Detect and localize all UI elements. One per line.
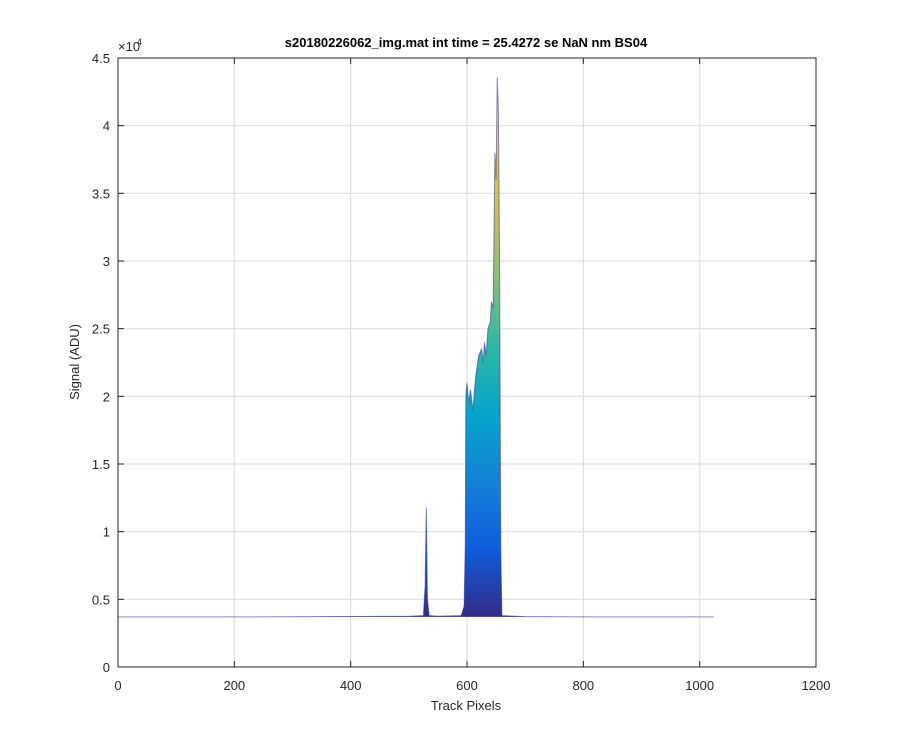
y-tick-label: 0: [103, 660, 110, 675]
y-tick-label: 2: [103, 389, 110, 404]
y-axis-label: Signal (ADU): [67, 324, 82, 400]
plot-area: 0 200 400 600 800 1000 1200 0 0.5 1 1.5 2 2.5 3 3.5 4 4…: [92, 51, 831, 693]
x-tick-label: 0: [114, 678, 121, 693]
y-tick-label: 1.5: [92, 457, 110, 472]
y-tick-label: 4: [103, 119, 110, 134]
series-area: [118, 76, 714, 618]
signal-line: [118, 76, 714, 618]
x-tick-label: 400: [340, 678, 362, 693]
y-tick-label: 1: [103, 525, 110, 540]
y-exponent-power: 4: [137, 37, 142, 47]
y-tick-label: 0.5: [92, 592, 110, 607]
x-tick-label: 1200: [802, 678, 831, 693]
y-tick-label: 3.5: [92, 186, 110, 201]
chart-title: s20180226062_img.mat int time = 25.4272 …: [285, 35, 648, 50]
x-axis-label: Track Pixels: [431, 698, 502, 713]
x-tick-label: 600: [456, 678, 478, 693]
x-tick-label: 200: [223, 678, 245, 693]
y-exponent-base: ×10: [118, 39, 140, 54]
x-axis: 0 200 400 600 800 1000 1200: [114, 58, 830, 693]
y-tick-label: 3: [103, 254, 110, 269]
x-tick-label: 1000: [685, 678, 714, 693]
y-tick-label: 4.5: [92, 51, 110, 66]
y-tick-label: 2.5: [92, 322, 110, 337]
y-axis: 0 0.5 1 1.5 2 2.5 3 3.5 4 4.5: [92, 51, 816, 675]
x-tick-label: 800: [572, 678, 594, 693]
y-exponent: ×10 4: [118, 37, 142, 54]
